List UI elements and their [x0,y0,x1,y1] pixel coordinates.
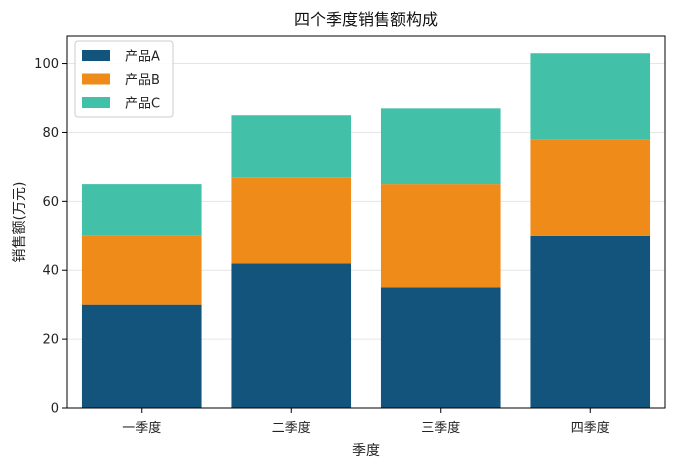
bar-segment [530,53,651,140]
bar-segment [81,235,202,305]
x-tick-label: 二季度 [272,420,311,436]
y-tick-label: 20 [42,333,59,348]
y-tick-label: 40 [42,264,59,279]
legend-label: 产品C [125,97,160,112]
x-axis-title: 季度 [352,443,380,459]
bars [81,53,651,408]
x-tick-label: 一季度 [122,420,161,436]
plot-frame [66,35,666,409]
y-tick-label: 0 [51,402,59,417]
y-tick-label: 100 [34,57,59,72]
bar-segment [231,177,352,264]
y-tick-label: 80 [42,126,59,141]
y-axis-title: 销售额(万元) [12,182,28,263]
x-axis: 一季度 二季度 三季度 四季度 [122,408,610,436]
bar-segment [380,108,501,185]
y-axis: 0 20 40 60 80 100 [34,57,67,417]
legend: 产品A 产品B 产品C [74,40,174,118]
legend-swatch [82,73,110,85]
legend-label: 产品B [125,73,160,88]
legend-swatch [82,50,110,61]
legend-swatch [82,97,110,108]
x-tick-label: 四季度 [571,420,610,436]
bar-segment [530,235,651,408]
bar-segment [530,139,651,236]
bar-segment [81,184,202,236]
bar-segment [231,115,352,178]
y-tick-label: 60 [42,195,59,210]
bar-segment [380,184,501,288]
bar-segment [380,287,501,408]
bar-segment [81,304,202,408]
legend-label: 产品A [125,50,160,65]
x-tick-label: 三季度 [421,420,460,436]
chart-title: 四个季度销售额构成 [294,10,438,29]
bar-segment [231,263,352,408]
